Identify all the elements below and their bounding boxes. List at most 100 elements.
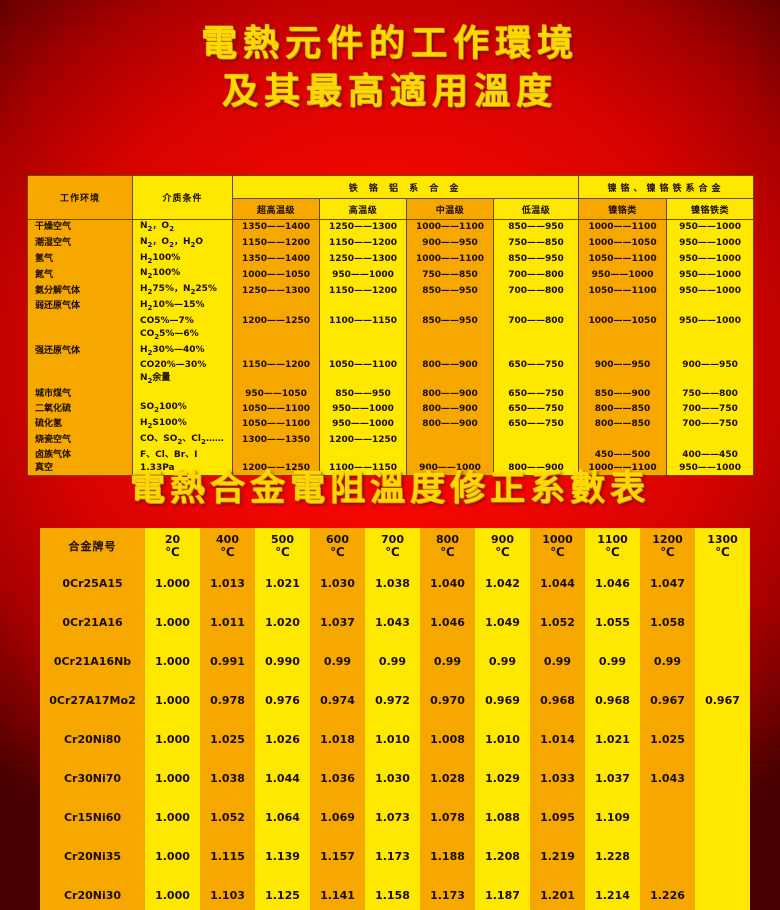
header-temperature-1100: 1100 ℃ bbox=[585, 528, 640, 564]
cell-coefficient-600: 1.069 bbox=[310, 798, 365, 837]
cell-coefficient-1200: 0.967 bbox=[640, 681, 695, 720]
cell-medium bbox=[132, 388, 233, 402]
table-row: 0Cr21A16 1.000 1.011 1.020 1.037 1.043 1.046 1.… bbox=[40, 603, 750, 642]
temperature-value: 800 bbox=[436, 533, 459, 546]
cell-coefficient-600: 0.974 bbox=[310, 681, 365, 720]
cell-nicr bbox=[578, 343, 668, 360]
cell-coefficient-20: 1.000 bbox=[145, 603, 200, 642]
cell-high: 1150——1200 bbox=[319, 235, 407, 252]
cell-high bbox=[319, 343, 407, 360]
cell-coefficient-1000: 0.99 bbox=[530, 642, 585, 681]
cell-alloy-grade: Cr30Ni70 bbox=[40, 759, 145, 798]
cell-coefficient-900: 1.187 bbox=[475, 876, 530, 910]
cell-coefficient-1300 bbox=[695, 759, 750, 798]
cell-coefficient-900: 1.042 bbox=[475, 564, 530, 603]
cell-nicrfe: 700——750 bbox=[666, 401, 755, 417]
table-row: 潮湿空气 N2，O2，H2O 1150——1200 1150——1200 900——95… bbox=[27, 235, 755, 252]
degree-celsius-icon: ℃ bbox=[550, 545, 565, 559]
cell-coefficient-900: 1.208 bbox=[475, 837, 530, 876]
cell-nicrfe: 950——1000 bbox=[666, 283, 755, 299]
cell-environment: 硫化氢 bbox=[27, 416, 133, 433]
cell-environment: 强还原气体 bbox=[27, 343, 133, 360]
cell-environment: 城市煤气 bbox=[27, 388, 133, 402]
temperature-value: 500 bbox=[271, 533, 294, 546]
cell-ultra-high bbox=[232, 298, 320, 315]
cell-nicrfe: 950——1000 bbox=[666, 461, 755, 476]
cell-nicrfe: 750——800 bbox=[666, 388, 755, 402]
cell-alloy-grade: Cr20Ni30 bbox=[40, 876, 145, 910]
cell-coefficient-400: 0.978 bbox=[200, 681, 255, 720]
cell-coefficient-1000: 1.095 bbox=[530, 798, 585, 837]
cell-coefficient-600: 1.018 bbox=[310, 720, 365, 759]
cell-coefficient-800: 1.078 bbox=[420, 798, 475, 837]
cell-mid: 800——900 bbox=[406, 388, 494, 402]
degree-celsius-icon: ℃ bbox=[220, 545, 235, 559]
cell-coefficient-400: 1.013 bbox=[200, 564, 255, 603]
table2-body: 0Cr25A15 1.000 1.013 1.021 1.030 1.038 1.040 1.… bbox=[40, 564, 750, 910]
cell-coefficient-20: 1.000 bbox=[145, 876, 200, 910]
table-row: 烧瓷空气 CO、SO2、Cl2…… 1300——1350 1200——1250 bbox=[27, 432, 755, 449]
cell-medium: H275%，N225% bbox=[132, 283, 233, 299]
cell-high: 1100——1150 bbox=[319, 461, 407, 476]
cell-coefficient-600: 1.030 bbox=[310, 564, 365, 603]
cell-ultra-high: 1250——1300 bbox=[232, 283, 320, 299]
cell-alloy-grade: 0Cr27A17Mo2 bbox=[40, 681, 145, 720]
cell-environment: 弱还原气体 bbox=[27, 298, 133, 315]
cell-high: 1150——1200 bbox=[319, 283, 407, 299]
table-row: 强还原气体 H230%—40% bbox=[27, 343, 755, 360]
cell-coefficient-400: 1.115 bbox=[200, 837, 255, 876]
cell-coefficient-1100: 1.214 bbox=[585, 876, 640, 910]
cell-nicrfe: 950——1000 bbox=[666, 251, 755, 268]
cell-alloy-grade: Cr20Ni35 bbox=[40, 837, 145, 876]
cell-coefficient-1200: 1.043 bbox=[640, 759, 695, 798]
cell-medium: CO25%—6% bbox=[132, 327, 233, 344]
cell-environment bbox=[27, 314, 133, 328]
cell-medium: N2100% bbox=[132, 267, 233, 284]
header-medium-condition: 介质条件 bbox=[132, 175, 233, 220]
table-row: 卤族气体 F、Cl、Br、I 450——500 400——450 bbox=[27, 448, 755, 462]
cell-low bbox=[492, 298, 580, 315]
working-environment-table: 工作环境 介质条件 铁 铬 铝 系 合 金 镍铬、镍铬铁系合金 超高温级 高温级… bbox=[27, 175, 755, 476]
cell-ultra-high: 1000——1050 bbox=[232, 267, 320, 284]
cell-coefficient-900: 1.088 bbox=[475, 798, 530, 837]
cell-low: 750——850 bbox=[492, 235, 580, 252]
header-temperature-600: 600 ℃ bbox=[310, 528, 365, 564]
cell-nicr: 850——900 bbox=[578, 388, 668, 402]
cell-nicr: 800——850 bbox=[578, 416, 668, 433]
cell-coefficient-700: 1.173 bbox=[365, 837, 420, 876]
cell-high: 1200——1250 bbox=[319, 432, 407, 449]
cell-coefficient-1100: 1.228 bbox=[585, 837, 640, 876]
cell-high: 950——1000 bbox=[319, 267, 407, 284]
cell-coefficient-500: 0.990 bbox=[255, 642, 310, 681]
cell-coefficient-1300 bbox=[695, 798, 750, 837]
table-row: CO20%—30% 1150——1200 1050——1100 800——900 650… bbox=[27, 359, 755, 373]
cell-coefficient-1000: 1.044 bbox=[530, 564, 585, 603]
cell-coefficient-1300 bbox=[695, 837, 750, 876]
cell-nicr: 450——500 bbox=[578, 448, 668, 462]
cell-nicr: 1000——1100 bbox=[578, 461, 668, 476]
cell-coefficient-700: 1.073 bbox=[365, 798, 420, 837]
table-row: 氢气 H2100% 1350——1400 1250——1300 1000——1100 85… bbox=[27, 251, 755, 268]
header-temperature-900: 900 ℃ bbox=[475, 528, 530, 564]
cell-medium: CO5%—7% bbox=[132, 314, 233, 328]
cell-mid: 800——900 bbox=[406, 359, 494, 373]
cell-coefficient-1000: 1.219 bbox=[530, 837, 585, 876]
cell-alloy-grade: 0Cr21A16Nb bbox=[40, 642, 145, 681]
cell-nicrfe bbox=[666, 372, 755, 389]
cell-coefficient-1300 bbox=[695, 603, 750, 642]
cell-coefficient-1300 bbox=[695, 642, 750, 681]
cell-ultra-high bbox=[232, 372, 320, 389]
cell-nicrfe: 900——950 bbox=[666, 359, 755, 373]
cell-nicr bbox=[578, 372, 668, 389]
cell-coefficient-1100: 1.021 bbox=[585, 720, 640, 759]
cell-coefficient-700: 0.99 bbox=[365, 642, 420, 681]
cell-nicrfe: 950——1000 bbox=[666, 314, 755, 328]
degree-celsius-icon: ℃ bbox=[275, 545, 290, 559]
cell-high: 850——950 bbox=[319, 388, 407, 402]
header-temperature-800: 800 ℃ bbox=[420, 528, 475, 564]
cell-coefficient-400: 0.991 bbox=[200, 642, 255, 681]
cell-nicr: 950——1000 bbox=[578, 267, 668, 284]
cell-coefficient-400: 1.025 bbox=[200, 720, 255, 759]
cell-medium: CO、SO2、Cl2…… bbox=[132, 432, 233, 449]
cell-nicrfe: 950——1000 bbox=[666, 267, 755, 284]
